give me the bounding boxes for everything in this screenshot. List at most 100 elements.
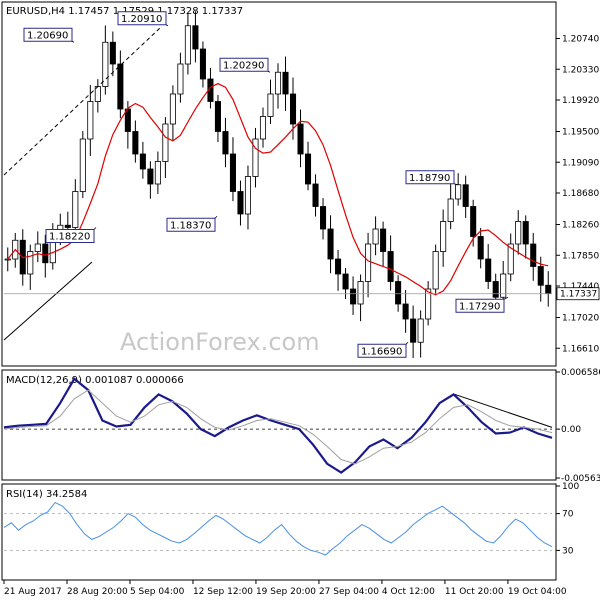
trendlines [3,27,552,341]
candle-body [139,153,146,170]
candle-body [515,221,522,245]
candle-body [372,228,379,245]
candle-body [485,258,492,282]
price-tick-label: 1.17440 [562,282,599,292]
price-annotation-box [45,229,95,243]
candle-body [410,318,417,343]
candle-body [259,116,267,140]
rsi-tick-label: 70 [562,510,574,520]
rsi-panel-border [1,483,557,581]
current-price-box [556,287,600,301]
candle-body [320,206,327,230]
candle-body [274,71,282,95]
rsi-tick-label: 30 [562,546,574,556]
price-annotation-label: 1.20910 [121,14,162,25]
candle-body [64,224,71,228]
candle-body [102,41,109,87]
price-tick-label: 1.17850 [562,251,599,261]
candle-body [395,281,402,305]
candle-body [184,25,191,65]
candles [4,11,552,359]
time-tick-label: 28 Aug 20:00 [67,587,128,597]
price-tick-label: 1.18680 [562,189,599,199]
macd-tick-label: 0.006586 [561,368,600,378]
candle-body [335,258,342,275]
candle-body [470,206,477,237]
candle-body [545,284,552,294]
moving-average-line [7,82,549,296]
candle-body [440,221,447,252]
candle-body [132,131,139,155]
current-price-label: 1.17337 [560,290,597,300]
candle-body [244,176,251,215]
time-tick-label: 21 Aug 2017 [4,587,62,597]
candle-body [199,48,206,80]
candle-body [282,71,289,95]
price-annotation-box [357,343,407,358]
candle-body [425,288,432,320]
candle-body [229,153,236,192]
price-annotation-leader [503,296,509,300]
price-panel-border [1,1,557,367]
macd-lines [3,377,553,474]
rsi-header: RSI(14) 34.2584 [6,489,87,500]
price-annotation-box [166,217,216,232]
macd-header: MACD(12,26,9) 0.001087 0.000066 [6,375,184,386]
price-annotation-leader [93,227,97,230]
macd-tick-label: -0.005634 [561,474,600,484]
rsi-tick-label: 100 [562,482,579,492]
candle-body [537,266,544,286]
price-tick-label: 1.19920 [562,96,599,106]
macd-signal-line [3,389,553,465]
price-annotation-leader [453,183,459,186]
price-annotation-label: 1.18220 [49,232,90,243]
price-tick-label: 1.19500 [562,128,599,138]
price-annotation-label: 1.17290 [459,301,500,312]
price-annotation-leader [71,40,75,43]
candle-body [507,243,514,275]
watermark: ActionForex.com [120,328,320,356]
time-tick-label: 4 Oct 12:00 [382,587,435,597]
candle-body [192,25,199,50]
candle-body [380,228,387,252]
candle-body [124,108,131,132]
candle-body [117,63,124,110]
macd-line [3,377,553,474]
price-annotation-box [405,170,455,185]
candle-body [462,184,469,207]
candle-body [162,123,169,162]
candle-body [530,243,537,267]
time-axis: 21 Aug 2017 28 Aug 20:00 5 Sep 04:00 12 Sep… [3,580,567,597]
time-tick-label: 19 Sep 20:00 [256,587,316,597]
price-tick-label: 1.17020 [562,314,599,324]
candle-body [447,198,454,222]
macd-tick-label: 0.00 [561,425,581,435]
candle-body [4,258,11,261]
candle-body [477,236,484,260]
time-tick-label: 12 Sep 12:00 [193,587,253,597]
candle-body [147,168,154,185]
candle-body [297,123,304,155]
candle-body [237,191,244,215]
candle-body [327,228,334,260]
candle-body [312,183,319,207]
price-annotation-box [219,57,269,72]
time-tick-label: 19 Oct 04:00 [508,587,567,597]
candle-body [357,281,364,305]
price-tick-label: 1.19090 [562,158,599,168]
price-annotation-box [23,27,73,42]
candle-body [365,243,372,282]
candle-body [387,251,394,282]
candle-body [350,288,357,305]
candle-body [252,138,259,177]
candle-body [304,153,312,185]
rsi-lines [3,501,553,556]
macd-trendline [454,393,553,428]
candle-body [222,131,229,155]
candle-body [214,101,221,132]
time-tick-label: 11 Oct 20:00 [445,587,504,597]
candle-body [177,63,184,95]
price-tick-label: 1.16610 [562,344,599,354]
